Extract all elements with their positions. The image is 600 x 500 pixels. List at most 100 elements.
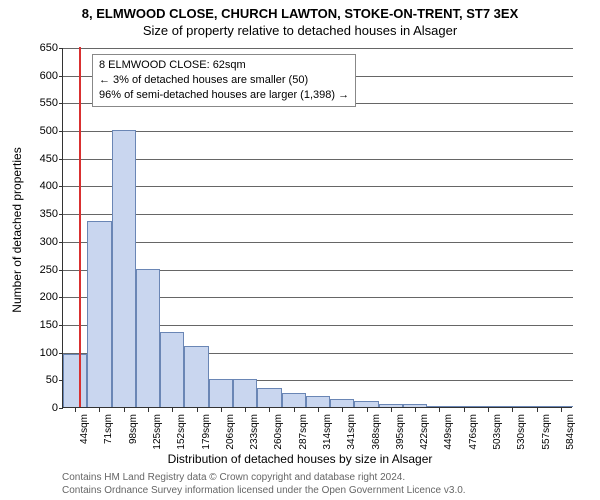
y-tick-label: 400 <box>18 180 58 192</box>
annotation-box: 8 ELMWOOD CLOSE: 62sqm ← 3% of detached … <box>92 54 356 107</box>
y-tick-label: 200 <box>18 291 58 303</box>
histogram-bar <box>136 269 160 407</box>
x-tick-label: 341sqm <box>346 414 357 450</box>
x-tick-mark <box>464 408 465 412</box>
y-tick-label: 450 <box>18 153 58 165</box>
x-tick-label: 287sqm <box>298 414 309 450</box>
histogram-bar <box>160 332 184 407</box>
y-tick-mark <box>59 408 63 409</box>
gridline <box>63 131 573 132</box>
y-tick-mark <box>59 270 63 271</box>
x-tick-label: 98sqm <box>128 414 139 444</box>
y-tick-label: 300 <box>18 236 58 248</box>
y-tick-mark <box>59 325 63 326</box>
y-tick-label: 0 <box>18 402 58 414</box>
chart-title-sub: Size of property relative to detached ho… <box>0 21 600 38</box>
gridline <box>63 242 573 243</box>
x-tick-label: 44sqm <box>79 414 90 444</box>
histogram-bar <box>549 406 573 407</box>
histogram-bar <box>233 379 257 407</box>
x-axis-label: Distribution of detached houses by size … <box>0 452 600 466</box>
x-tick-label: 125sqm <box>152 414 163 450</box>
footer-line-1: Contains HM Land Registry data © Crown c… <box>62 472 466 485</box>
histogram-bar <box>63 354 87 407</box>
x-tick-mark <box>488 408 489 412</box>
x-tick-label: 233sqm <box>249 414 260 450</box>
y-tick-mark <box>59 242 63 243</box>
x-tick-mark <box>75 408 76 412</box>
x-tick-label: 260sqm <box>273 414 284 450</box>
x-tick-mark <box>512 408 513 412</box>
histogram-bar <box>452 406 476 407</box>
gridline <box>63 159 573 160</box>
x-tick-label: 584sqm <box>565 414 576 450</box>
histogram-bar <box>184 346 208 407</box>
histogram-bar <box>354 401 378 407</box>
y-tick-mark <box>59 214 63 215</box>
histogram-bar <box>330 399 354 407</box>
annotation-line-1: 8 ELMWOOD CLOSE: 62sqm <box>99 58 349 73</box>
annotation-line-3: 96% of semi-detached houses are larger (… <box>99 88 349 103</box>
x-tick-mark <box>221 408 222 412</box>
y-axis-label: Number of detached properties <box>10 147 24 312</box>
x-tick-mark <box>391 408 392 412</box>
x-tick-label: 314sqm <box>322 414 333 450</box>
y-tick-mark <box>59 76 63 77</box>
x-tick-mark <box>537 408 538 412</box>
y-tick-label: 500 <box>18 125 58 137</box>
x-tick-label: 179sqm <box>201 414 212 450</box>
histogram-bar <box>282 393 306 407</box>
histogram-bar <box>379 404 403 407</box>
footer-attribution: Contains HM Land Registry data © Crown c… <box>62 472 466 497</box>
histogram-bar <box>257 388 281 407</box>
x-tick-mark <box>439 408 440 412</box>
x-tick-mark <box>245 408 246 412</box>
y-tick-label: 50 <box>18 374 58 386</box>
chart-area: 0501001502002503003504004505005506006504… <box>62 48 572 408</box>
y-tick-label: 150 <box>18 319 58 331</box>
x-tick-label: 449sqm <box>443 414 454 450</box>
x-tick-label: 206sqm <box>225 414 236 450</box>
y-tick-label: 650 <box>18 42 58 54</box>
histogram-bar <box>524 406 548 407</box>
x-tick-mark <box>124 408 125 412</box>
x-tick-mark <box>148 408 149 412</box>
x-tick-mark <box>342 408 343 412</box>
footer-line-2: Contains Ordnance Survey information lic… <box>62 485 466 498</box>
x-tick-label: 71sqm <box>103 414 114 444</box>
y-tick-label: 600 <box>18 70 58 82</box>
y-tick-mark <box>59 103 63 104</box>
x-tick-mark <box>415 408 416 412</box>
x-tick-mark <box>318 408 319 412</box>
y-tick-label: 100 <box>18 347 58 359</box>
histogram-bar <box>306 396 330 407</box>
histogram-bar <box>476 406 500 407</box>
gridline <box>63 186 573 187</box>
x-tick-mark <box>197 408 198 412</box>
y-tick-mark <box>59 186 63 187</box>
annotation-line-2: ← 3% of detached houses are smaller (50) <box>99 73 349 88</box>
y-tick-mark <box>59 297 63 298</box>
property-marker-line <box>79 47 81 407</box>
x-tick-label: 395sqm <box>395 414 406 450</box>
x-tick-label: 476sqm <box>468 414 479 450</box>
x-tick-mark <box>561 408 562 412</box>
x-tick-mark <box>269 408 270 412</box>
histogram-bar <box>500 406 524 407</box>
x-tick-label: 530sqm <box>516 414 527 450</box>
y-tick-label: 350 <box>18 208 58 220</box>
y-tick-mark <box>59 48 63 49</box>
gridline <box>63 48 573 49</box>
y-tick-label: 250 <box>18 264 58 276</box>
y-tick-label: 550 <box>18 97 58 109</box>
histogram-bar <box>427 406 451 407</box>
x-tick-mark <box>294 408 295 412</box>
x-tick-label: 422sqm <box>419 414 430 450</box>
x-tick-label: 152sqm <box>176 414 187 450</box>
x-tick-label: 368sqm <box>371 414 382 450</box>
chart-title-main: 8, ELMWOOD CLOSE, CHURCH LAWTON, STOKE-O… <box>0 0 600 21</box>
gridline <box>63 214 573 215</box>
histogram-bar <box>112 130 136 407</box>
x-tick-label: 557sqm <box>541 414 552 450</box>
histogram-bar <box>403 404 427 407</box>
